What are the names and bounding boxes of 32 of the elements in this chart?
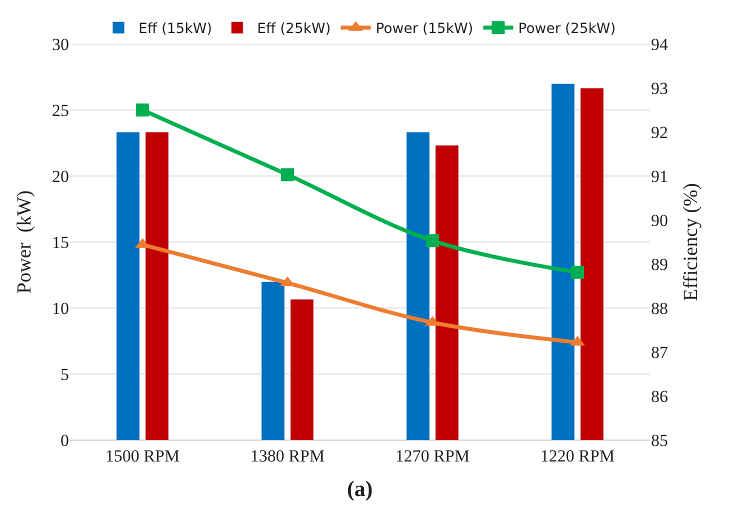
legend-label: Eff (25kW) (257, 21, 331, 38)
y2-tick-label: 88 (651, 298, 668, 318)
point (571, 266, 584, 279)
y2-tick-label: 87 (651, 342, 668, 362)
y-tick-label: 30 (52, 34, 69, 54)
legend-label: Power (25kW) (518, 21, 616, 38)
x-tick-label: 1380 RPM (250, 446, 325, 466)
legend-label: Power (15kW) (376, 21, 474, 38)
point (136, 104, 149, 116)
y2-tick-label: 91 (651, 166, 668, 186)
y2-tick-label: 92 (651, 122, 668, 142)
x-tick-label: 1270 RPM (395, 446, 470, 466)
y2-axis-title: Efficiency (%) (680, 183, 702, 301)
y-axis-title: Power (kW) (14, 190, 36, 294)
y-tick-label: 5 (60, 364, 69, 384)
y2-tick-label: 86 (651, 386, 668, 406)
legend-label: Eff (15kW) (138, 21, 212, 38)
y2-tick-label: 93 (651, 78, 668, 98)
text: (a) (347, 476, 373, 501)
y-tick-label: 15 (52, 232, 69, 252)
y-tick-label: 25 (52, 100, 69, 120)
x-tick-label: 1500 RPM (105, 446, 180, 466)
point (426, 234, 439, 248)
y-tick-label: 0 (60, 430, 69, 450)
y-tick-label: 20 (52, 166, 69, 186)
y2-tick-label: 89 (651, 254, 668, 274)
y-tick-label: 10 (52, 298, 69, 318)
x-tick-label: 1220 RPM (540, 446, 615, 466)
y2-tick-label: 90 (651, 210, 668, 230)
point (281, 168, 294, 182)
y2-tick-label: 94 (651, 34, 668, 54)
y2-tick-label: 85 (651, 430, 668, 450)
